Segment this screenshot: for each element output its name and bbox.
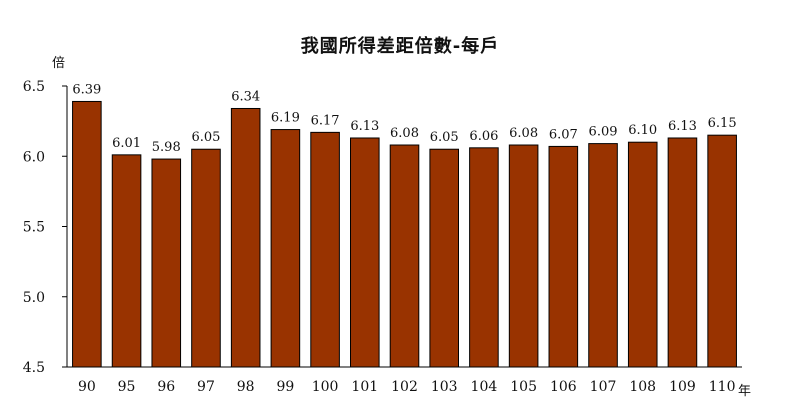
value-label: 6.13 [350,119,379,134]
bar-95 [111,154,142,368]
x-axis-ticks: 90 95 96 97 98 99 100 101 102 103 104 105 106 107 108 1… [78,379,736,395]
x-tick-label: 100 [312,379,339,395]
x-tick-label: 96 [157,379,175,395]
bar-105 [508,144,539,368]
y-axis-unit-label: 倍 [52,56,66,71]
value-label: 6.34 [231,89,260,104]
value-label: 6.05 [191,130,220,145]
x-tick-label: 95 [118,379,136,395]
value-label: 6.17 [311,113,340,128]
x-tick-label: 109 [669,379,696,395]
bar-106 [548,145,579,368]
x-tick-label: 102 [391,379,418,395]
bar-103 [429,148,460,368]
axes [66,86,742,368]
bar-90 [72,100,102,368]
value-label: 6.08 [509,126,538,141]
value-label: 6.39 [72,82,101,97]
bar-104 [469,147,499,368]
value-label: 6.08 [390,126,419,141]
x-tick-label: 110 [709,379,736,395]
value-label: 6.10 [628,123,657,138]
x-tick-label: 98 [237,379,255,395]
x-tick-label: 90 [78,379,96,395]
value-label: 5.98 [152,140,181,155]
y-tick-label: 6.5 [23,79,45,95]
bar-96 [151,158,182,368]
x-tick-label: 106 [550,379,577,395]
y-tick-label: 6.0 [23,149,45,165]
bar-110 [707,134,737,368]
bar-101 [350,137,380,368]
value-labels: 6.39 6.01 5.98 6.05 6.34 6.19 6.17 6.13 6.08 6.05… [72,82,736,155]
value-label: 6.07 [549,127,578,142]
x-tick-label: 99 [276,379,294,395]
bar-97 [191,148,221,368]
x-tick-label: 97 [197,379,215,395]
value-label: 6.15 [708,116,737,131]
value-label: 6.09 [589,125,618,140]
x-tick-label: 101 [351,379,378,395]
y-tick-label: 5.0 [23,290,45,306]
bar-108 [627,141,658,368]
value-label: 6.13 [668,119,697,134]
bar-109 [667,137,698,368]
bar-98 [230,107,261,368]
value-label: 6.01 [112,136,141,151]
bar-107 [588,143,618,368]
value-label: 6.19 [271,111,300,126]
value-label: 6.05 [430,130,459,145]
chart-title: 我國所得差距倍數-每戶 [300,36,500,57]
bar-100 [310,131,340,368]
y-axis-ticks: 4.5 5.0 5.5 6.0 6.5 [23,79,67,376]
bar-102 [389,144,420,368]
x-tick-label: 108 [629,379,656,395]
x-tick-label: 104 [471,379,498,395]
y-tick-label: 5.5 [23,220,45,236]
x-axis-unit-label: 年 [738,384,752,399]
x-tick-label: 107 [590,379,617,395]
bar-99 [270,129,301,368]
x-tick-label: 105 [510,379,537,395]
x-tick-label: 103 [431,379,458,395]
y-tick-label: 4.5 [23,360,45,376]
value-label: 6.06 [469,129,498,144]
